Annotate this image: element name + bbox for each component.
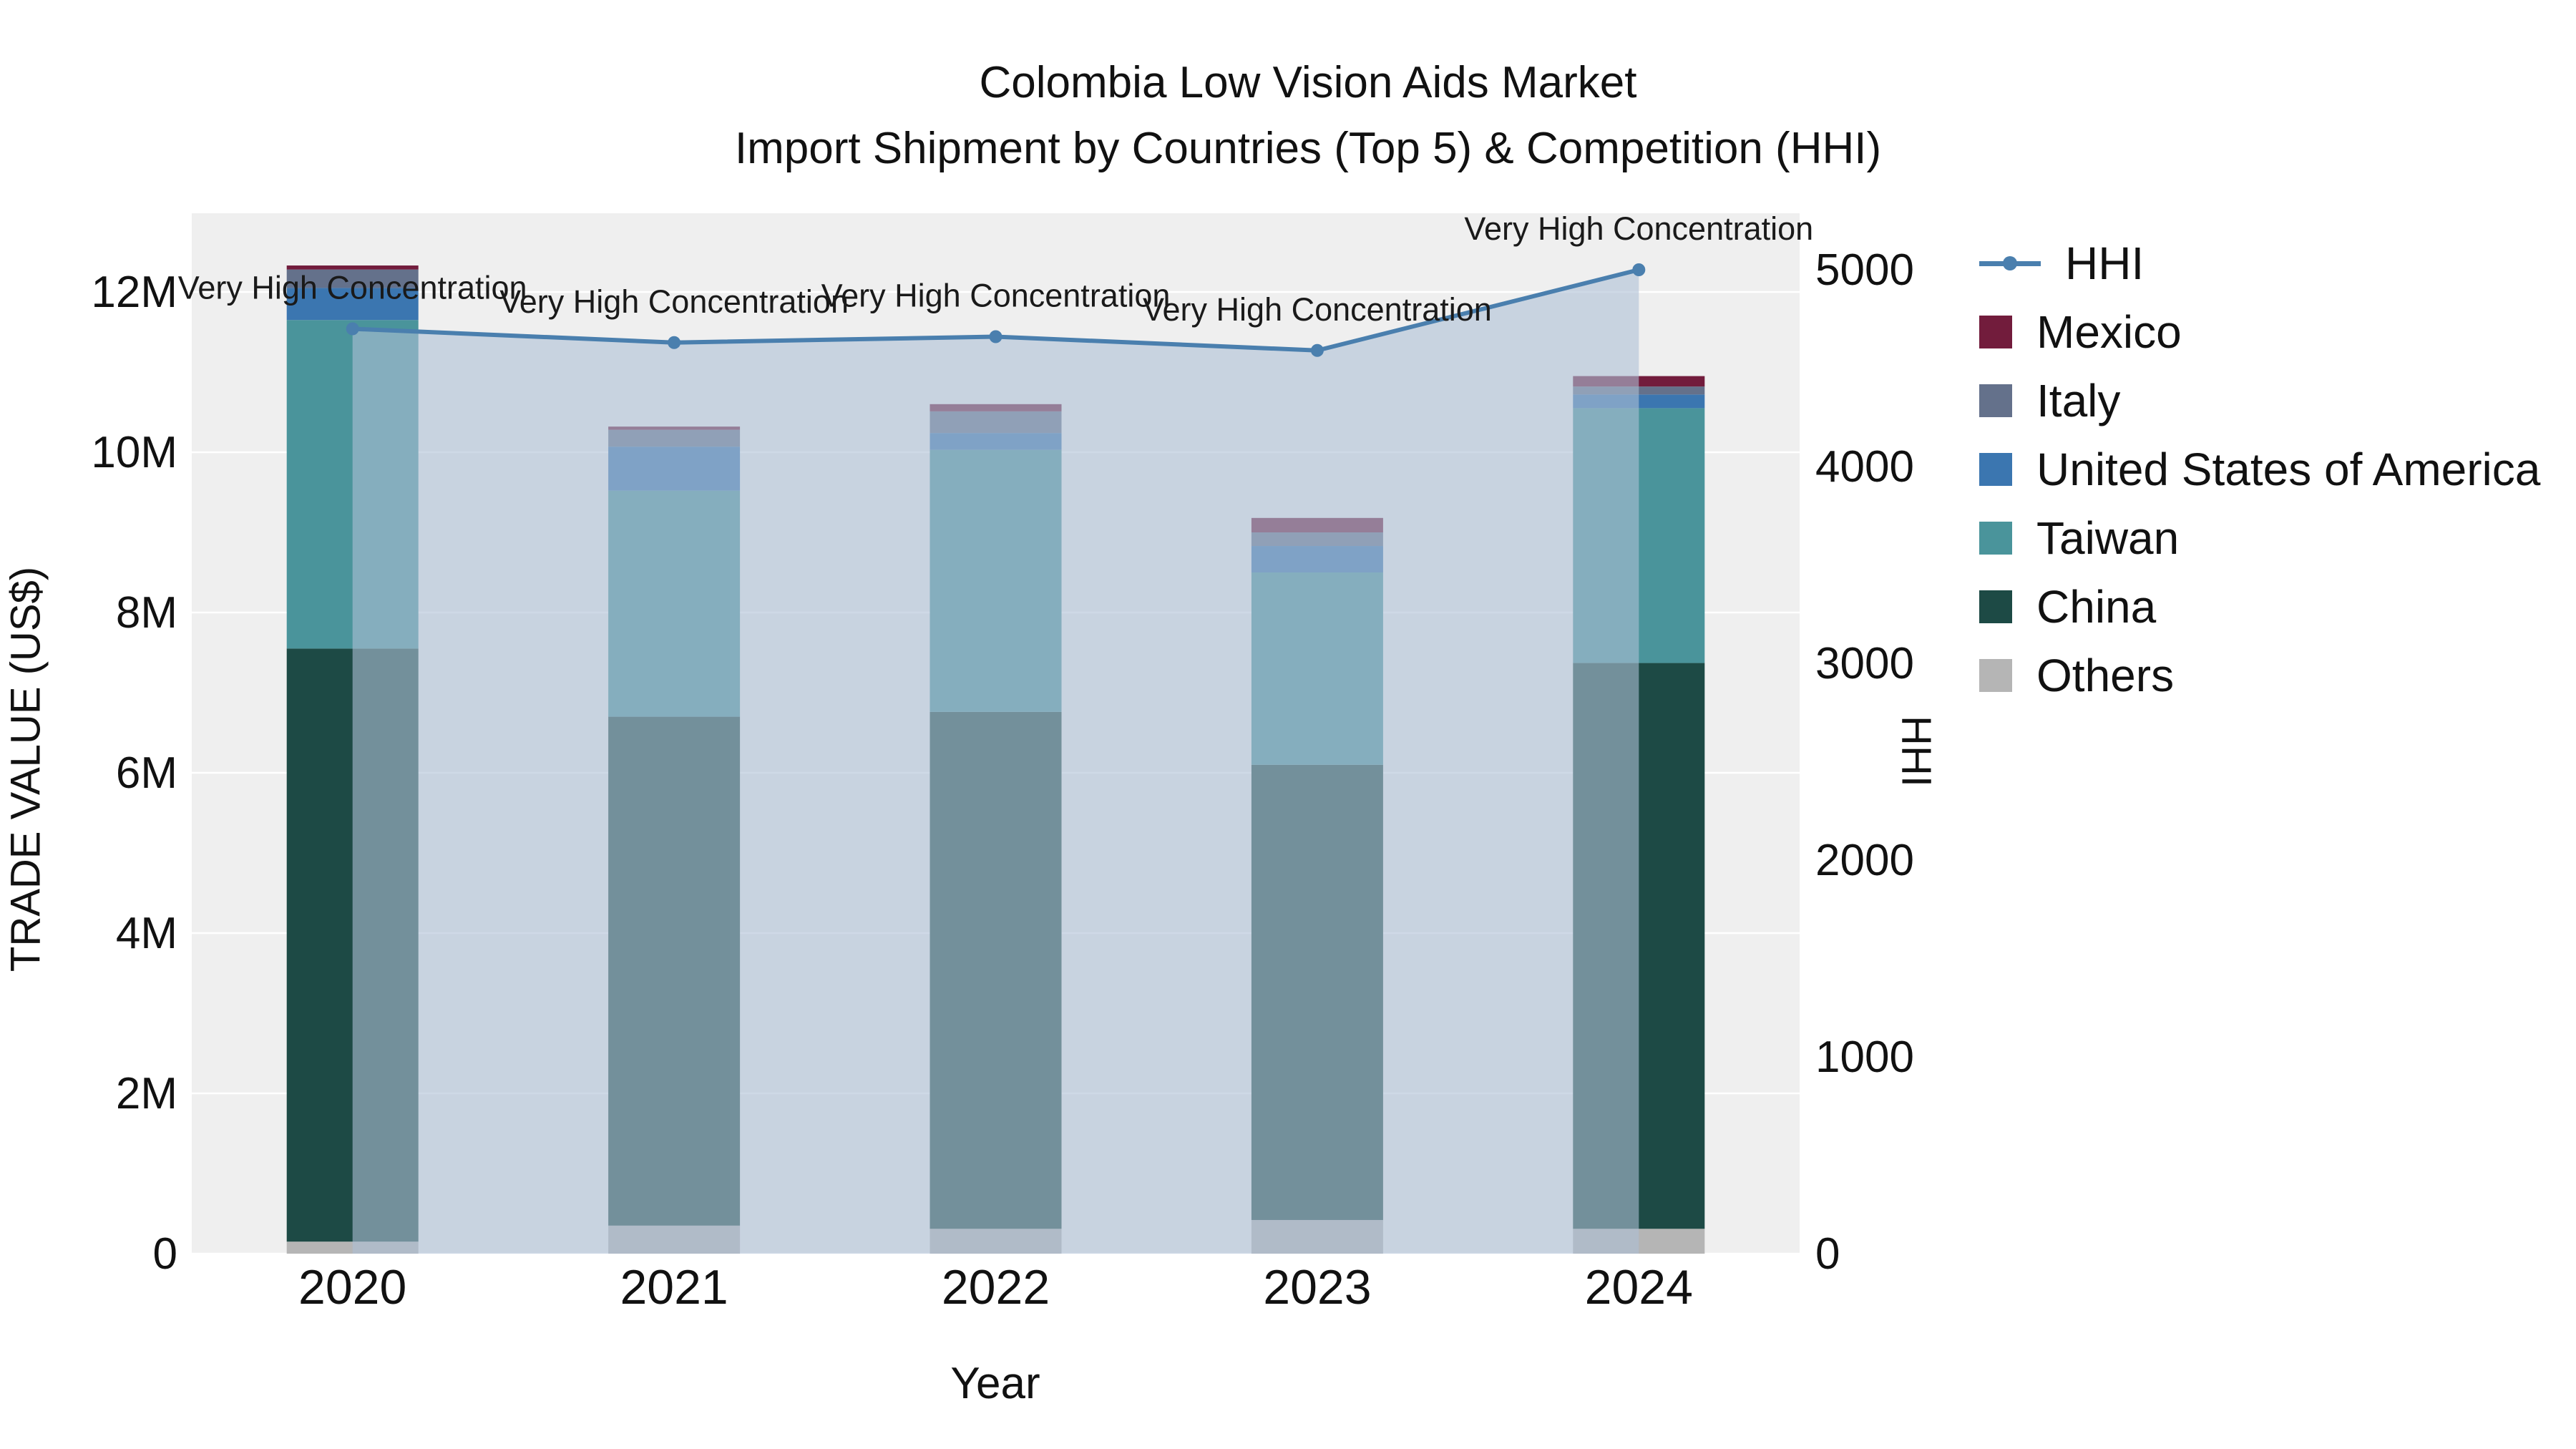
hhi-marker-2020 (346, 322, 359, 336)
y-left-tick-0: 0 (153, 1229, 177, 1279)
x-tick-2021: 2021 (620, 1260, 728, 1314)
x-tick-2023: 2023 (1263, 1260, 1371, 1314)
y-left-tick-10M: 10M (91, 428, 177, 477)
hhi-marker-2021 (668, 336, 681, 349)
legend-swatch-icon (1979, 659, 2012, 692)
hhi-marker-2023 (1310, 343, 1324, 357)
x-tick-2020: 2020 (298, 1260, 406, 1314)
legend-label: HHI (2065, 238, 2145, 289)
legend-item-united-states-of-america: United States of America (1979, 435, 2540, 504)
legend-label: Taiwan (2036, 512, 2180, 564)
y-right-tick-5000: 5000 (1815, 245, 1914, 295)
y-right-tick-1000: 1000 (1815, 1033, 1914, 1082)
y-right-tick-2000: 2000 (1815, 836, 1914, 885)
annotation-2022: Very High Concentration (821, 278, 1171, 314)
legend: HHI Mexico Italy United States of America Ta… (1979, 229, 2540, 710)
chart-title: Colombia Low Vision Aids Market Import S… (735, 50, 1881, 182)
legend-label: Italy (2036, 375, 2121, 426)
y-left-tick-8M: 8M (116, 588, 177, 638)
legend-swatch-icon (1979, 522, 2012, 555)
hhi-line-marker-icon (1979, 247, 2041, 280)
y-axis-label-left: TRADE VALUE (US$) (2, 566, 49, 972)
legend-label: Mexico (2036, 306, 2182, 358)
annotation-2020: Very High Concentration (178, 270, 527, 306)
y-left-tick-4M: 4M (116, 909, 177, 958)
legend-item-china: China (1979, 572, 2540, 641)
legend-item-italy: Italy (1979, 366, 2540, 435)
legend-item-hhi: HHI (1979, 229, 2540, 298)
legend-swatch-icon (1979, 590, 2012, 623)
legend-item-taiwan: Taiwan (1979, 504, 2540, 572)
bar-segment-italy-2020 (286, 269, 419, 288)
legend-item-mexico: Mexico (1979, 298, 2540, 366)
legend-label: United States of America (2036, 444, 2541, 495)
chart-title-line1: Colombia Low Vision Aids Market (979, 58, 1637, 107)
legend-label: China (2036, 581, 2157, 633)
hhi-marker-2024 (1632, 263, 1646, 276)
chart-title-line2: Import Shipment by Countries (Top 5) & C… (734, 124, 1882, 173)
legend-swatch-icon (1979, 384, 2012, 417)
bar-segment-united-states-of-america-2020 (286, 288, 419, 321)
y-left-tick-12M: 12M (91, 268, 177, 317)
legend-swatch-icon (1979, 453, 2012, 486)
annotation-2024: Very High Concentration (1464, 210, 1813, 247)
x-axis-label: Year (950, 1359, 1040, 1408)
legend-item-others: Others (1979, 641, 2540, 710)
x-tick-2024: 2024 (1585, 1260, 1693, 1314)
y-right-tick-0: 0 (1815, 1229, 1840, 1279)
y-left-tick-2M: 2M (116, 1069, 177, 1118)
hhi-area (352, 270, 1639, 1254)
y-right-tick-4000: 4000 (1815, 442, 1914, 492)
legend-label: Others (2036, 650, 2175, 701)
y-right-tick-3000: 3000 (1815, 639, 1914, 688)
hhi-marker-2022 (989, 330, 1002, 343)
x-tick-2022: 2022 (942, 1260, 1050, 1314)
y-axis-label-right: HHI (1893, 716, 1940, 787)
annotation-2021: Very High Concentration (499, 283, 849, 320)
y-left-tick-6M: 6M (116, 748, 177, 798)
bar-segment-mexico-2020 (286, 265, 419, 270)
annotation-2023: Very High Concentration (1143, 291, 1492, 328)
legend-swatch-icon (1979, 316, 2012, 348)
